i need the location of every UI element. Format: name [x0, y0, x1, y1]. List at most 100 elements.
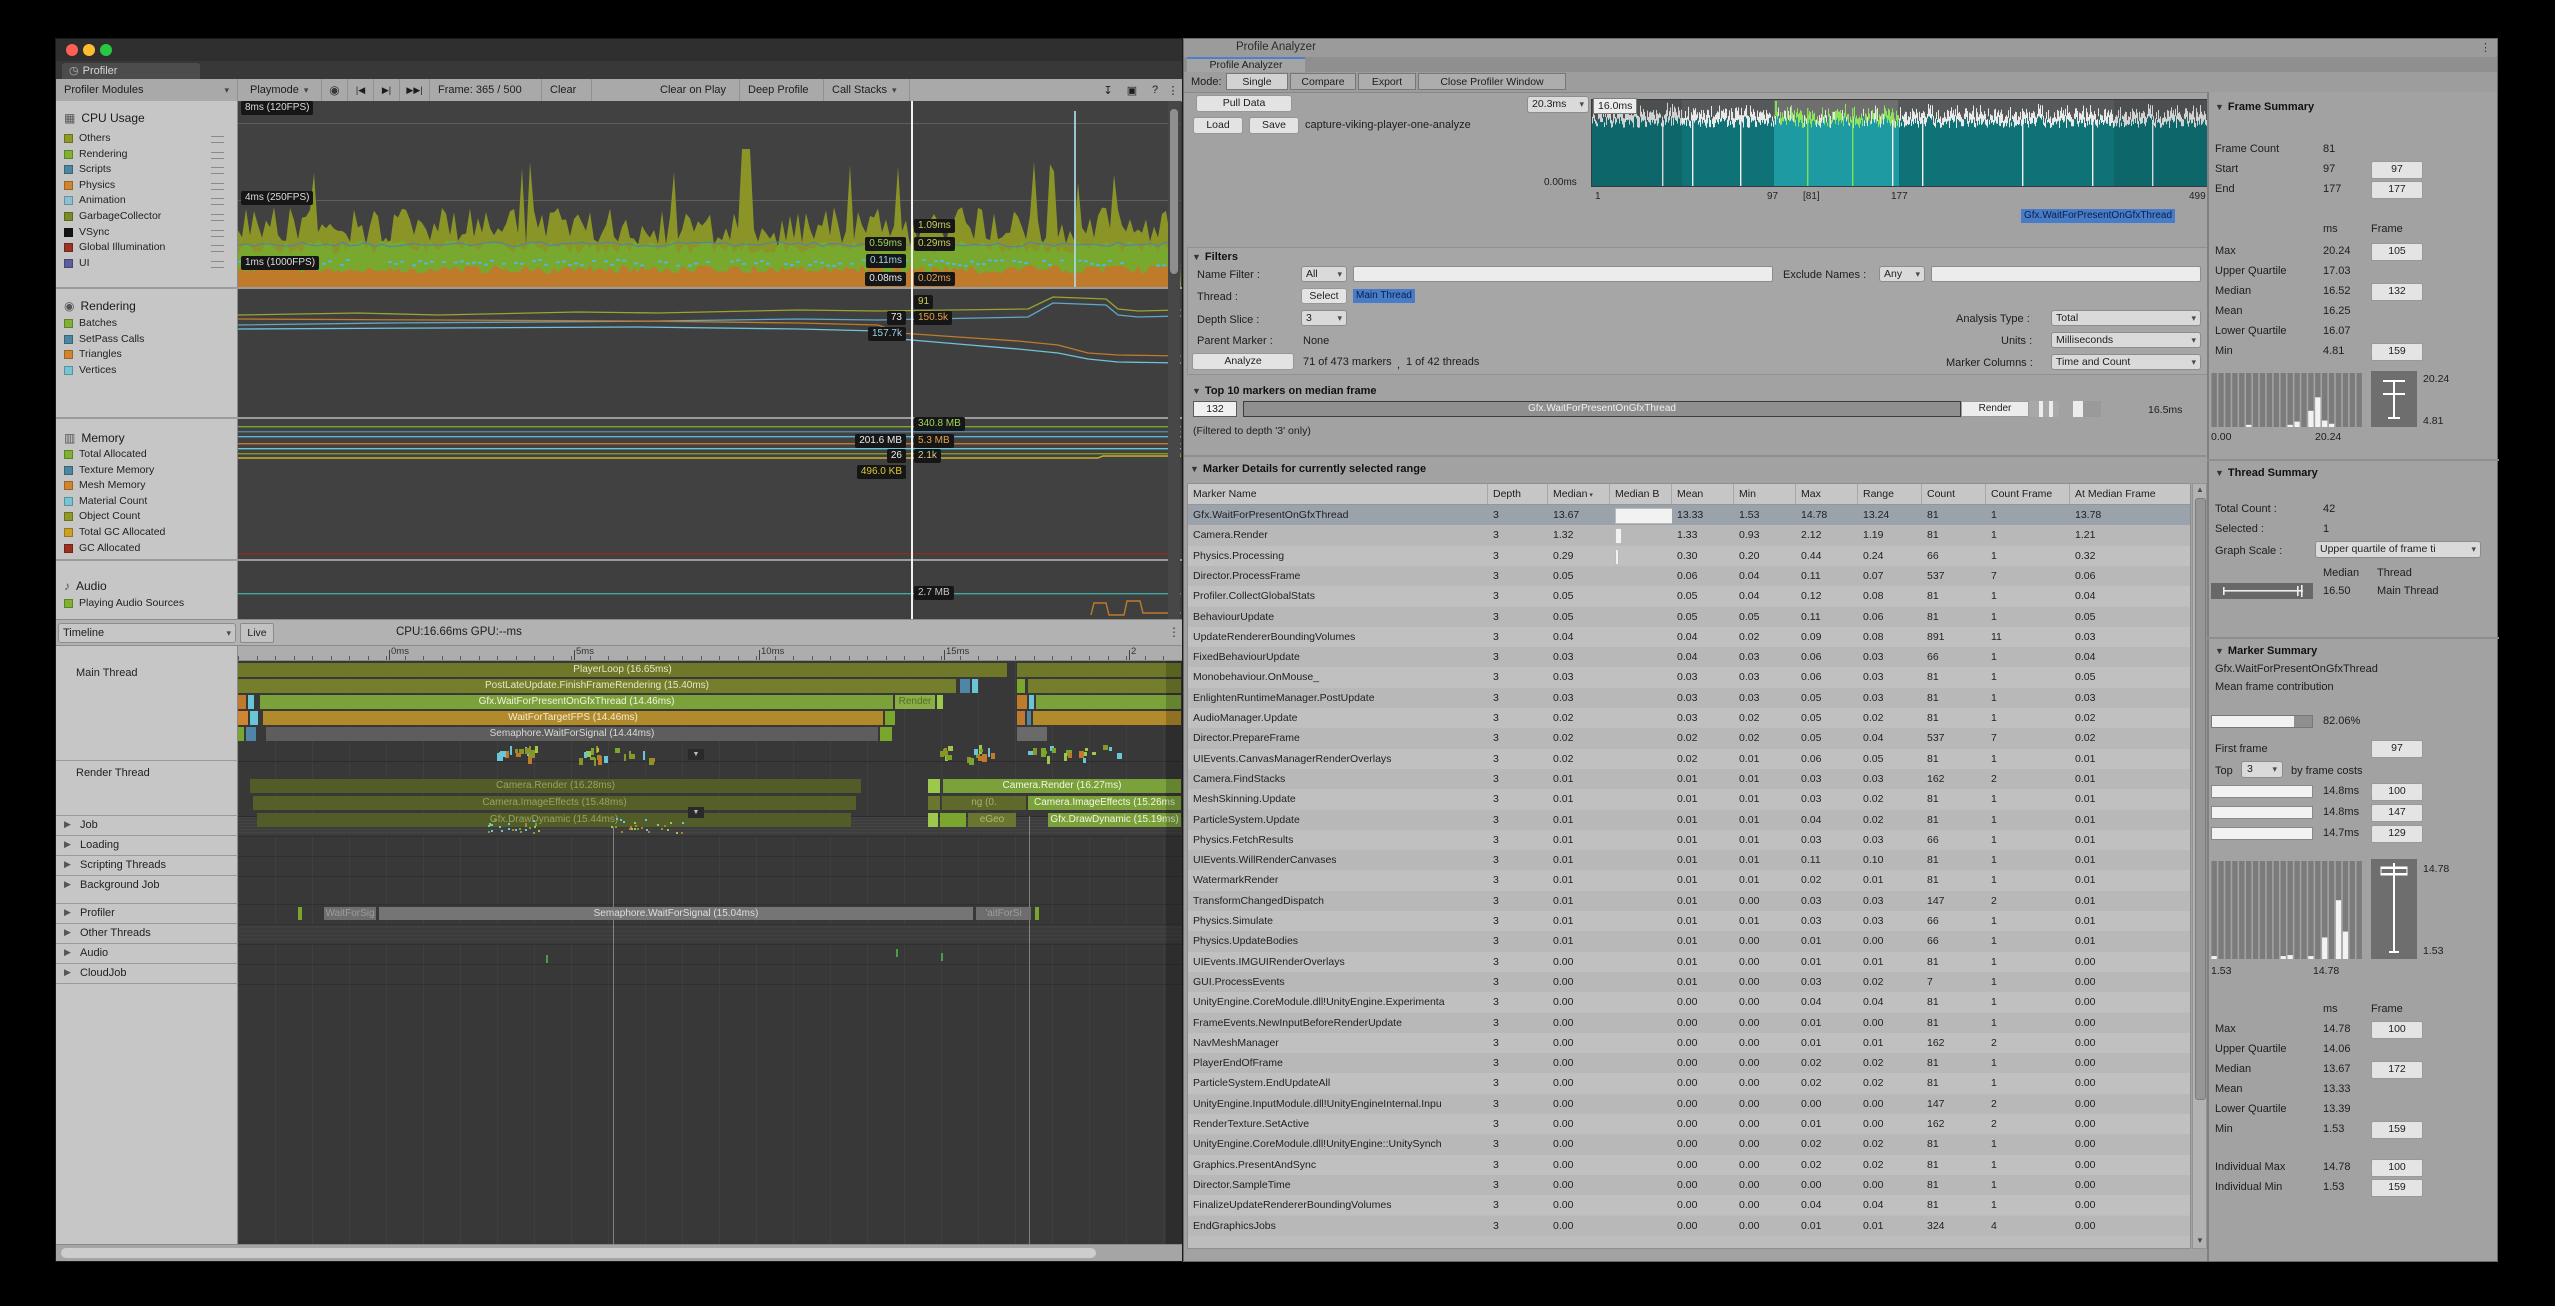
timeline-span[interactable]	[937, 695, 943, 709]
legend-item-texture-memory[interactable]: Texture Memory	[56, 464, 238, 478]
cpu-usage-chart[interactable]	[238, 101, 1181, 287]
legend-item-total-allocated[interactable]: Total Allocated	[56, 448, 238, 462]
legend-item-physics[interactable]: Physics	[56, 179, 238, 193]
marker-row-uievents-imguirenderoverlays[interactable]: UIEvents.IMGUIRenderOverlays 3 0.00 0.01 0.0…	[1188, 951, 2190, 972]
timeline-span[interactable]	[1036, 695, 1181, 709]
toolbar-more-icon[interactable]: ⋮	[1167, 84, 1179, 97]
close-window-button[interactable]	[66, 44, 78, 56]
legend-drag-handle[interactable]	[211, 198, 224, 206]
range-dropdown[interactable]: 20.3ms ▾	[1527, 96, 1589, 113]
main-thread-collapse-button[interactable]: ▼	[688, 749, 704, 760]
marker-row-unityengine-coremodule-dll-unityengine-u[interactable]: UnityEngine.CoreModule.dll!UnityEngine::…	[1188, 1134, 2190, 1155]
last-frame-button[interactable]: ▶▶|	[400, 79, 430, 101]
mode-button-close-profiler-window[interactable]: Close Profiler Window	[1418, 73, 1566, 90]
timeline-span-camera.imageeffects[interactable]: Camera.ImageEffects (15.48ms)	[253, 796, 856, 810]
record-button[interactable]: ◉	[322, 79, 348, 101]
column-header-count[interactable]: Count	[1922, 484, 1986, 504]
column-header-depth[interactable]: Depth	[1488, 484, 1548, 504]
marker-row-gui-processevents[interactable]: GUI.ProcessEvents 3 0.00 0.01 0.00 0.03 0.02 7 1…	[1188, 971, 2190, 993]
timeline-ruler[interactable]: 0ms 5ms 10ms 15ms 2	[238, 646, 1182, 661]
top10-bar[interactable]: Gfx.WaitForPresentOnGfxThread Render	[1243, 401, 2143, 417]
profiler-thread-span[interactable]: 'aitForSi	[976, 907, 1031, 920]
ms-max-frame-button[interactable]: 100	[2371, 1021, 2423, 1039]
analyzer-titlebar-more-icon[interactable]: ⋮	[2480, 42, 2491, 54]
marker-row-director-sampletime[interactable]: Director.SampleTime 3 0.00 0.00 0.00 0.00 0.00…	[1188, 1174, 2190, 1196]
marker-row-rendertexture-setactive[interactable]: RenderTexture.SetActive 3 0.00 0.00 0.00 0.01…	[1188, 1114, 2190, 1135]
legend-drag-handle[interactable]	[211, 182, 224, 190]
ms-min-frame-button[interactable]: 159	[2371, 1121, 2423, 1139]
legend-item-rendering[interactable]: Rendering	[56, 148, 238, 162]
top10-header[interactable]: ▼ Top 10 markers on median frame	[1192, 385, 1377, 397]
module-header-audio[interactable]: ♪ Audio	[64, 577, 234, 593]
legend-drag-handle[interactable]	[211, 136, 224, 143]
marker-row-uievents-canvasmanagerrenderoverlays[interactable]: UIEvents.CanvasManagerRenderOverlays 3 0.0…	[1188, 748, 2190, 769]
column-header-range[interactable]: Range	[1858, 484, 1922, 504]
marker-row-graphics-presentandsync[interactable]: Graphics.PresentAndSync 3 0.00 0.00 0.00 0.02…	[1188, 1154, 2190, 1175]
marker-row-particlesystem-endupdateall[interactable]: ParticleSystem.EndUpdateAll 3 0.00 0.00 0.00…	[1188, 1073, 2190, 1094]
timeline-span[interactable]	[1017, 679, 1025, 693]
legend-item-setpass-calls[interactable]: SetPass Calls	[56, 333, 238, 347]
timeline-span[interactable]	[880, 727, 892, 741]
column-header-count-frame[interactable]: Count Frame	[1986, 484, 2070, 504]
top-n-dropdown[interactable]: 3 ▾	[2241, 761, 2283, 778]
ms-individual-max-frame-button[interactable]: 100	[2371, 1159, 2423, 1177]
maximize-window-button[interactable]	[100, 44, 112, 56]
marker-row-playerendofframe[interactable]: PlayerEndOfFrame 3 0.00 0.00 0.00 0.02 0.02 81 1…	[1188, 1053, 2190, 1074]
fs-min-frame-button[interactable]: 159	[2371, 343, 2423, 361]
timeline-span[interactable]	[928, 779, 940, 793]
marker-row-enlightenruntimemanager-postupdate[interactable]: EnlightenRuntimeManager.PostUpdate 3 0.03 0…	[1188, 687, 2190, 708]
marker-row-particlesystem-update[interactable]: ParticleSystem.Update 3 0.01 0.01 0.01 0.04 0.…	[1188, 809, 2190, 830]
thread-summary-header[interactable]: ▼ Thread Summary	[2215, 467, 2318, 479]
ms-median-frame-button[interactable]: 172	[2371, 1061, 2423, 1079]
pull-data-button[interactable]: Pull Data	[1196, 95, 1292, 112]
timeline-span[interactable]	[1017, 711, 1025, 725]
timeline-span-camera.render[interactable]: Camera.Render (16.28ms)	[250, 779, 861, 793]
frame-cost-frame-button[interactable]: 100	[2371, 783, 2423, 801]
save-button[interactable]: Save	[1249, 117, 1299, 134]
marker-row-monobehaviour-onmouse-[interactable]: Monobehaviour.OnMouse_ 3 0.03 0.03 0.03 0.06 0…	[1188, 667, 2190, 688]
thread-row-background-job[interactable]: ▶ Background Job	[56, 876, 238, 904]
marker-row-physics-simulate[interactable]: Physics.Simulate 3 0.01 0.01 0.01 0.03 0.03 66 1…	[1188, 911, 2190, 932]
legend-item-gc-allocated[interactable]: GC Allocated	[56, 542, 238, 556]
marker-row-director-processframe[interactable]: Director.ProcessFrame 3 0.05 0.06 0.04 0.11 0.…	[1188, 565, 2190, 587]
frame-cost-frame-button[interactable]: 129	[2371, 825, 2423, 843]
thread-expand-icon[interactable]: ▶	[64, 819, 71, 829]
thread-expand-icon[interactable]: ▶	[64, 947, 71, 957]
marker-row-audiomanager-update[interactable]: AudioManager.Update 3 0.02 0.03 0.02 0.05 0.02…	[1188, 708, 2190, 729]
marker-columns-dropdown[interactable]: Time and Count ▾	[2051, 354, 2201, 370]
timeline-span-egeo[interactable]: eGeo	[968, 813, 1016, 827]
profiler-thread-span[interactable]	[298, 907, 302, 920]
frame-summary-end-frame-button[interactable]: 177	[2371, 181, 2423, 199]
legend-item-triangles[interactable]: Triangles	[56, 348, 238, 362]
column-header-median-b[interactable]: Median B	[1610, 484, 1672, 504]
next-frame-button[interactable]: ▶|	[374, 79, 400, 101]
thread-row-other-threads[interactable]: ▶ Other Threads	[56, 924, 238, 944]
profiler-modules-dropdown[interactable]: Profiler Modules ▾	[56, 79, 238, 101]
timeline-span-waitfortargetfps[interactable]: WaitForTargetFPS (14.46ms)	[263, 711, 883, 725]
timeline-view-dropdown[interactable]: Timeline ▾	[58, 623, 236, 643]
marker-row-physics-processing[interactable]: Physics.Processing 3 0.29 0.30 0.20 0.44 0.24 6…	[1188, 545, 2190, 566]
timeline-span[interactable]	[238, 695, 246, 709]
clear-on-play-button[interactable]: Clear on Play	[652, 79, 740, 101]
profiler-thread-span[interactable]: WaitForSig	[324, 907, 376, 920]
timeline-span[interactable]	[250, 711, 258, 725]
timeline-span[interactable]	[960, 679, 970, 693]
timeline-hscrollbar[interactable]	[56, 1244, 1182, 1261]
module-header-memory[interactable]: ▥ Memory	[64, 429, 234, 445]
marker-row-camera-findstacks[interactable]: Camera.FindStacks 3 0.01 0.01 0.01 0.03 0.03 16…	[1188, 768, 2190, 790]
marker-row-endgraphicsjobs[interactable]: EndGraphicsJobs 3 0.00 0.00 0.00 0.01 0.01 324 4…	[1188, 1215, 2190, 1236]
filters-header[interactable]: ▼ Filters	[1192, 251, 1238, 263]
mode-button-compare[interactable]: Compare	[1290, 73, 1356, 90]
marker-row-finalizeupdaterendererboundingvolumes[interactable]: FinalizeUpdateRendererBoundingVolumes 3 0.…	[1188, 1195, 2190, 1216]
marker-row-profiler-collectglobalstats[interactable]: Profiler.CollectGlobalStats 3 0.05 0.05 0.04…	[1188, 586, 2190, 607]
marker-row-fixedbehaviourupdate[interactable]: FixedBehaviourUpdate 3 0.03 0.04 0.03 0.06 0.0…	[1188, 647, 2190, 668]
exclude-names-input[interactable]	[1931, 266, 2201, 282]
module-header-rendering[interactable]: ◉ Rendering	[64, 297, 234, 313]
marker-row-navmeshmanager[interactable]: NavMeshManager 3 0.00 0.00 0.00 0.01 0.01 162 2 0…	[1188, 1032, 2190, 1054]
thread-row-main-thread[interactable]: Main Thread	[56, 661, 238, 761]
fs-median-frame-button[interactable]: 132	[2371, 283, 2423, 301]
deep-profile-button[interactable]: Deep Profile	[740, 79, 824, 101]
call-stacks-dropdown[interactable]: Call Stacks ▾	[824, 79, 910, 101]
frames-overview-chart[interactable]	[1591, 99, 2216, 187]
marker-row-physics-fetchresults[interactable]: Physics.FetchResults 3 0.01 0.01 0.01 0.03 0.0…	[1188, 829, 2190, 851]
